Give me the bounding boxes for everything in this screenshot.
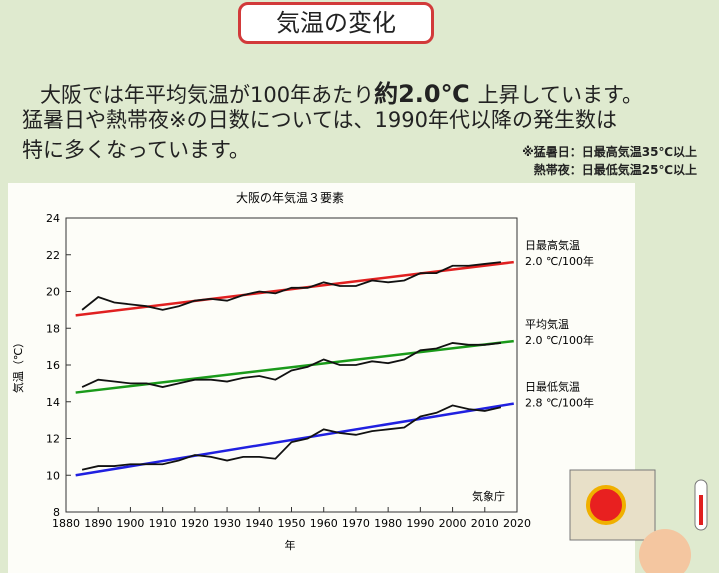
x-tick-label: 1900 (116, 517, 144, 530)
x-tick-label: 1940 (245, 517, 273, 530)
y-tick-label: 24 (46, 212, 60, 225)
chart-panel (8, 183, 635, 573)
y-tick-label: 20 (46, 286, 60, 299)
x-tick-label: 1950 (278, 517, 306, 530)
y-tick-label: 22 (46, 249, 60, 262)
lead-text: 上昇しています。 (477, 83, 643, 107)
y-axis-label: 気温（℃） (11, 337, 25, 393)
x-tick-label: 2020 (503, 517, 531, 530)
thermometer-fill (699, 495, 703, 525)
x-tick-label: 1890 (84, 517, 112, 530)
sun (586, 485, 626, 525)
note: 熱帯夜：日最低気温25℃以上 (533, 163, 697, 177)
y-tick-label: 14 (46, 396, 60, 409)
series-label: 日最低気温 (525, 380, 580, 394)
series-rate: 2.0 ℃/100年 (525, 333, 594, 347)
chart-title: 大阪の年気温３要素 (236, 190, 344, 205)
x-tick-label: 1980 (374, 517, 402, 530)
body-line: 特に多くなっています。 (22, 138, 250, 162)
y-tick-label: 8 (53, 506, 60, 519)
x-tick-label: 1970 (342, 517, 370, 530)
y-tick-label: 16 (46, 359, 60, 372)
x-tick-label: 1920 (181, 517, 209, 530)
x-tick-label: 1960 (310, 517, 338, 530)
face (639, 529, 691, 573)
lead-line: 大阪では年平均気温が100年あたり約2.0℃ 上昇しています。 (40, 74, 643, 109)
lead-text: 大阪では年平均気温が100年あたり (40, 83, 375, 107)
slide-title: 気温の変化 (238, 2, 434, 44)
series-rate: 2.8 ℃/100年 (525, 396, 594, 410)
body-line: 猛暑日や熱帯夜※の日数については、1990年代以降の発生数は (22, 108, 617, 132)
illustration (569, 469, 708, 573)
lead-emphasis: 約2.0℃ (374, 80, 470, 108)
series-rate: 2.0 ℃/100年 (525, 254, 594, 268)
x-tick-label: 1990 (406, 517, 434, 530)
x-tick-label: 1910 (149, 517, 177, 530)
series-label: 日最高気温 (525, 238, 580, 252)
x-tick-label: 2010 (471, 517, 499, 530)
x-axis-label: 年 (285, 538, 296, 552)
series-label: 平均気温 (525, 317, 569, 331)
note: ※猛暑日：日最高気温35℃以上 (522, 145, 697, 159)
source: 気象庁 (472, 489, 505, 503)
x-tick-label: 2000 (439, 517, 467, 530)
y-tick-label: 12 (46, 433, 60, 446)
smoothed-line (81, 261, 501, 311)
y-tick-label: 18 (46, 322, 60, 335)
x-tick-label: 1930 (213, 517, 241, 530)
x-tick-label: 1880 (52, 517, 80, 530)
smoothed-line (81, 342, 501, 388)
smoothed-line (81, 404, 502, 471)
trend-line (75, 402, 514, 477)
y-tick-label: 10 (46, 469, 60, 482)
